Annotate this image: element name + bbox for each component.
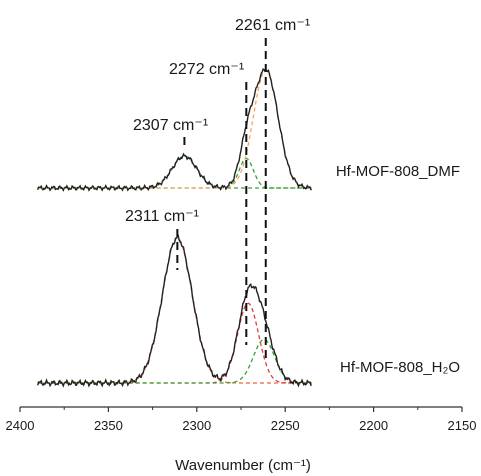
- component-peak-1-0: [37, 237, 312, 384]
- x-tick-label-2350: 2350: [94, 418, 123, 433]
- x-tick-label-2200: 2200: [359, 418, 388, 433]
- peak-label-2311: 2311 cm⁻¹: [125, 208, 199, 225]
- peak-label-2307: 2307 cm⁻¹: [133, 117, 208, 134]
- x-tick-label-2150: 2150: [448, 418, 477, 433]
- x-tick-label-2250: 2250: [271, 418, 300, 433]
- component-peak-1-1: [37, 302, 312, 384]
- peak-markers: [176, 38, 267, 360]
- series-label-h2o: Hf-MOF-808_H₂O: [340, 359, 460, 376]
- x-tick-label-2400: 2400: [6, 418, 35, 433]
- component-peak-1-2: [37, 338, 312, 384]
- x-axis: 2400 2350 2300 2250 2200 2150: [6, 406, 477, 433]
- x-tick-label-2300: 2300: [182, 418, 211, 433]
- series-label-dmf: Hf-MOF-808_DMF: [336, 163, 460, 180]
- spectrum-line-1: [37, 234, 312, 388]
- component-peak-0-1: [37, 157, 312, 189]
- peak-label-2272: 2272 cm⁻¹: [169, 61, 244, 78]
- component-peak-0-0: [37, 155, 312, 189]
- peak-label-2261: 2261 cm⁻¹: [235, 17, 310, 34]
- x-axis-label: Wavenumber (cm⁻¹): [175, 457, 311, 474]
